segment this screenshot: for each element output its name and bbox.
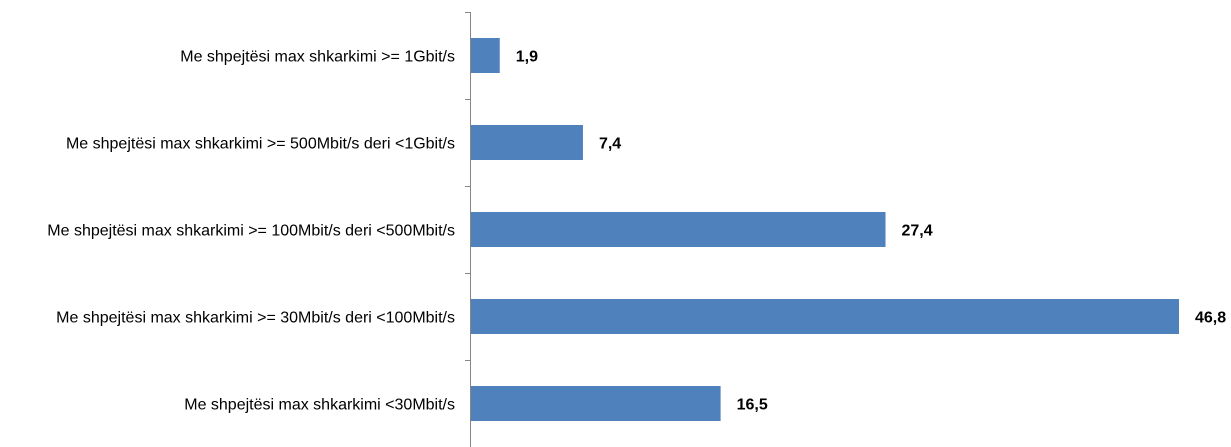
- category-labels: Me shpejtësi max shkarkimi >= 1Gbit/s Me …: [47, 49, 455, 414]
- bar: [471, 125, 583, 160]
- category-axis: [465, 12, 471, 447]
- data-label: 27,4: [902, 223, 933, 240]
- data-label: 7,4: [599, 136, 621, 153]
- bar: [471, 38, 500, 73]
- data-labels: 1,9 7,4 27,4 46,8 16,5: [516, 49, 1226, 414]
- bars-group: [471, 38, 1179, 421]
- data-label: 16,5: [737, 397, 768, 414]
- category-label: Me shpejtësi max shkarkimi >= 100Mbit/s …: [47, 223, 455, 240]
- category-label: Me shpejtësi max shkarkimi >= 30Mbit/s d…: [56, 310, 455, 327]
- category-label: Me shpejtësi max shkarkimi >= 500Mbit/s …: [66, 136, 455, 153]
- category-label: Me shpejtësi max shkarkimi <30Mbit/s: [184, 397, 455, 414]
- bar: [471, 299, 1179, 334]
- category-label: Me shpejtësi max shkarkimi >= 1Gbit/s: [180, 49, 455, 66]
- bar: [471, 212, 886, 247]
- data-label: 46,8: [1195, 310, 1226, 327]
- data-label: 1,9: [516, 49, 538, 66]
- bar: [471, 386, 721, 421]
